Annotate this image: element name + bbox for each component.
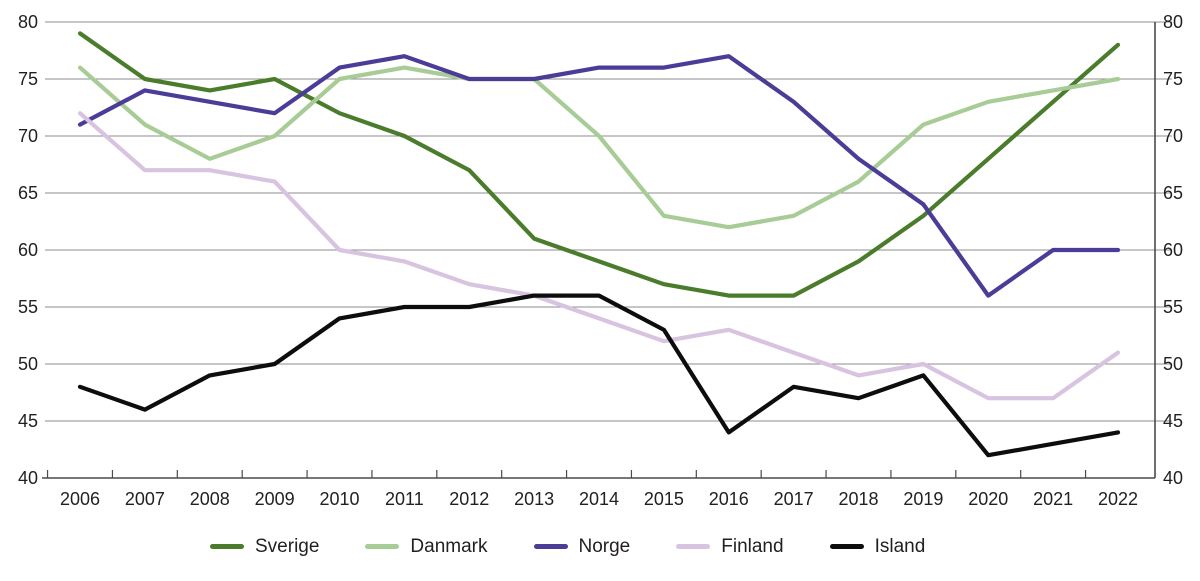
axes [42, 22, 1156, 479]
legend-label: Island [874, 536, 926, 557]
x-axis-label: 2014 [579, 489, 619, 509]
y-axis-label: 45 [18, 411, 38, 431]
y-axis-label: 80 [1163, 12, 1183, 32]
y-axis-label: 80 [18, 12, 38, 32]
y-axis-label: 55 [1163, 297, 1183, 317]
legend-swatch-icon [829, 544, 864, 549]
legend-label: Danmark [410, 536, 488, 557]
x-axis-label: 2008 [190, 489, 230, 509]
y-axis-label: 40 [18, 468, 38, 488]
x-axis-label: 2021 [1033, 489, 1073, 509]
y-axis-label: 75 [18, 69, 38, 89]
x-axis-label: 2012 [449, 489, 489, 509]
legend-label: Norge [578, 536, 631, 557]
x-axis-label: 2017 [774, 489, 814, 509]
x-axis-label: 2007 [125, 489, 165, 509]
x-axis-label: 2020 [968, 489, 1008, 509]
legend-item-danmark: Danmark [365, 536, 488, 557]
series-line-danmark [77, 65, 1121, 230]
y-axis-label: 60 [1163, 240, 1183, 260]
x-axis-label: 2015 [644, 489, 684, 509]
legend-swatch-icon [365, 544, 400, 549]
series-line-island [77, 293, 1121, 458]
y-axis-label: 45 [1163, 411, 1183, 431]
y-axis-label: 50 [1163, 354, 1183, 374]
y-axis-label: 40 [1163, 468, 1183, 488]
legend-item-norge: Norge [533, 536, 631, 557]
x-axis-label: 2019 [903, 489, 943, 509]
y-axis-label: 55 [18, 297, 38, 317]
series-lines [77, 31, 1121, 458]
y-axis-label: 65 [18, 183, 38, 203]
series-line-norge [77, 54, 1121, 298]
legend-swatch-icon [210, 544, 244, 549]
legend-label: Finland [721, 536, 784, 557]
x-axis-label: 2018 [838, 489, 878, 509]
series-line-sverige [77, 31, 1121, 298]
legend-item-finland: Finland [676, 536, 784, 557]
x-axis-label: 2016 [709, 489, 749, 509]
x-axis-label: 2010 [319, 489, 359, 509]
y-axis-label: 70 [1163, 126, 1183, 146]
legend-swatch-icon [533, 544, 568, 549]
x-axis-labels: 2006 2007 2008 2009 2010 2011 2012 2013 2014 2015… [60, 489, 1138, 509]
legend-item-island: Island [829, 536, 926, 557]
chart-legend: Sverige Danmark Norge Finland Island [210, 537, 925, 556]
gridlines [45, 21, 1172, 422]
x-axis-label: 2009 [255, 489, 295, 509]
x-axis-label: 2022 [1098, 489, 1138, 509]
x-axis-label: 2013 [514, 489, 554, 509]
legend-swatch-icon [676, 544, 711, 549]
y-axis-labels-right: 40 45 50 55 60 65 70 75 80 [1163, 12, 1183, 488]
y-axis-label: 50 [18, 354, 38, 374]
y-axis-labels-left: 40 45 50 55 60 65 70 75 80 [18, 12, 38, 488]
y-axis-label: 70 [18, 126, 38, 146]
x-axis-label: 2006 [60, 489, 100, 509]
y-axis-label: 60 [18, 240, 38, 260]
y-axis-label: 75 [1163, 69, 1183, 89]
series-line-finland [77, 111, 1121, 401]
y-axis-label: 65 [1163, 183, 1183, 203]
legend-item-sverige: Sverige [210, 537, 319, 556]
x-axis-label: 2011 [385, 489, 424, 509]
legend-label: Sverige [255, 536, 320, 557]
